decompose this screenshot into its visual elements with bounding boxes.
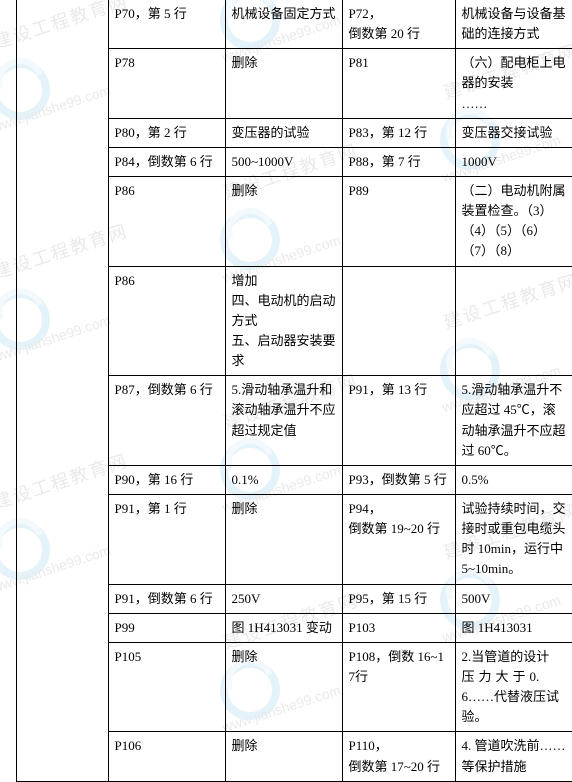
cell: 0.1% xyxy=(225,465,342,494)
cell: P72，倒数第 20 行 xyxy=(342,0,455,49)
cell: P95，第 15 行 xyxy=(342,584,455,613)
cell: P90，第 16 行 xyxy=(108,465,225,494)
cell: 删除 xyxy=(225,176,342,266)
cell: P105 xyxy=(108,642,225,732)
cell: P80，第 2 行 xyxy=(108,118,225,147)
cell: 4. 管道吹洗前……等保护措施 xyxy=(455,732,572,781)
cell: 5.滑动轴承温升不应超过 45℃，滚动轴承温升不应超过 60℃。 xyxy=(455,376,572,466)
cell: 变压器交接试验 xyxy=(455,118,572,147)
cell: 增加四、电动机的启动方式五、启动器安装要求 xyxy=(225,266,342,376)
cell: 500~1000V xyxy=(225,147,342,176)
cell: 删除 xyxy=(225,642,342,732)
cell: P103 xyxy=(342,613,455,642)
cell: P86 xyxy=(108,266,225,376)
cell: P106 xyxy=(108,732,225,781)
cell: 变压器的试验 xyxy=(225,118,342,147)
cell: P99 xyxy=(108,613,225,642)
cell: 删除 xyxy=(225,732,342,781)
cell: （二）电动机附属装置检查。（3）（4）（5）（6）（7）（8） xyxy=(455,176,572,266)
cell xyxy=(342,266,455,376)
cell: 删除 xyxy=(225,494,342,584)
cell: P91，第 13 行 xyxy=(342,376,455,466)
cell: P110，倒数第 17~20 行 xyxy=(342,732,455,781)
left-stub-2 xyxy=(16,0,108,781)
cell: 5.滑动轴承温升和滚动轴承温升不应超过规定值 xyxy=(225,376,342,466)
cell: P83，第 12 行 xyxy=(342,118,455,147)
cell: P94，倒数第 19~20 行 xyxy=(342,494,455,584)
cell: P91，倒数第 6 行 xyxy=(108,584,225,613)
cell: P86 xyxy=(108,176,225,266)
cell: P89 xyxy=(342,176,455,266)
errata-table: P70，第 5 行机械设备固定方式P72，倒数第 20 行机械设备与设备基础的连… xyxy=(0,0,572,782)
cell: 250V xyxy=(225,584,342,613)
page: { "watermark": { "title": "建设工程教育网", "ur… xyxy=(0,0,572,740)
left-stub xyxy=(0,0,16,781)
cell: 删除 xyxy=(225,49,342,118)
cell: P88，第 7 行 xyxy=(342,147,455,176)
cell: 机械设备与设备基础的连接方式 xyxy=(455,0,572,49)
cell: （六）配电柜上电器的安装…… xyxy=(455,49,572,118)
cell: 500V xyxy=(455,584,572,613)
table-row: P70，第 5 行机械设备固定方式P72，倒数第 20 行机械设备与设备基础的连… xyxy=(0,0,572,49)
cell: P87，倒数第 6 行 xyxy=(108,376,225,466)
cell: P91，第 1 行 xyxy=(108,494,225,584)
cell: P84，倒数第 6 行 xyxy=(108,147,225,176)
cell: 图 1H413031 变动 xyxy=(225,613,342,642)
cell: P108，倒数 16~17行 xyxy=(342,642,455,732)
cell: 2.当管道的设计压力大于0.6……代替液压试验。 xyxy=(455,642,572,732)
cell: 1000V xyxy=(455,147,572,176)
cell: P78 xyxy=(108,49,225,118)
cell xyxy=(455,266,572,376)
cell: P70，第 5 行 xyxy=(108,0,225,49)
cell: 0.5% xyxy=(455,465,572,494)
cell: 机械设备固定方式 xyxy=(225,0,342,49)
cell: P93，倒数第 5 行 xyxy=(342,465,455,494)
cell: P81 xyxy=(342,49,455,118)
cell: 图 1H413031 xyxy=(455,613,572,642)
cell: 试验持续时间，交接时或重包电缆头时 10min，运行中 5~10min。 xyxy=(455,494,572,584)
